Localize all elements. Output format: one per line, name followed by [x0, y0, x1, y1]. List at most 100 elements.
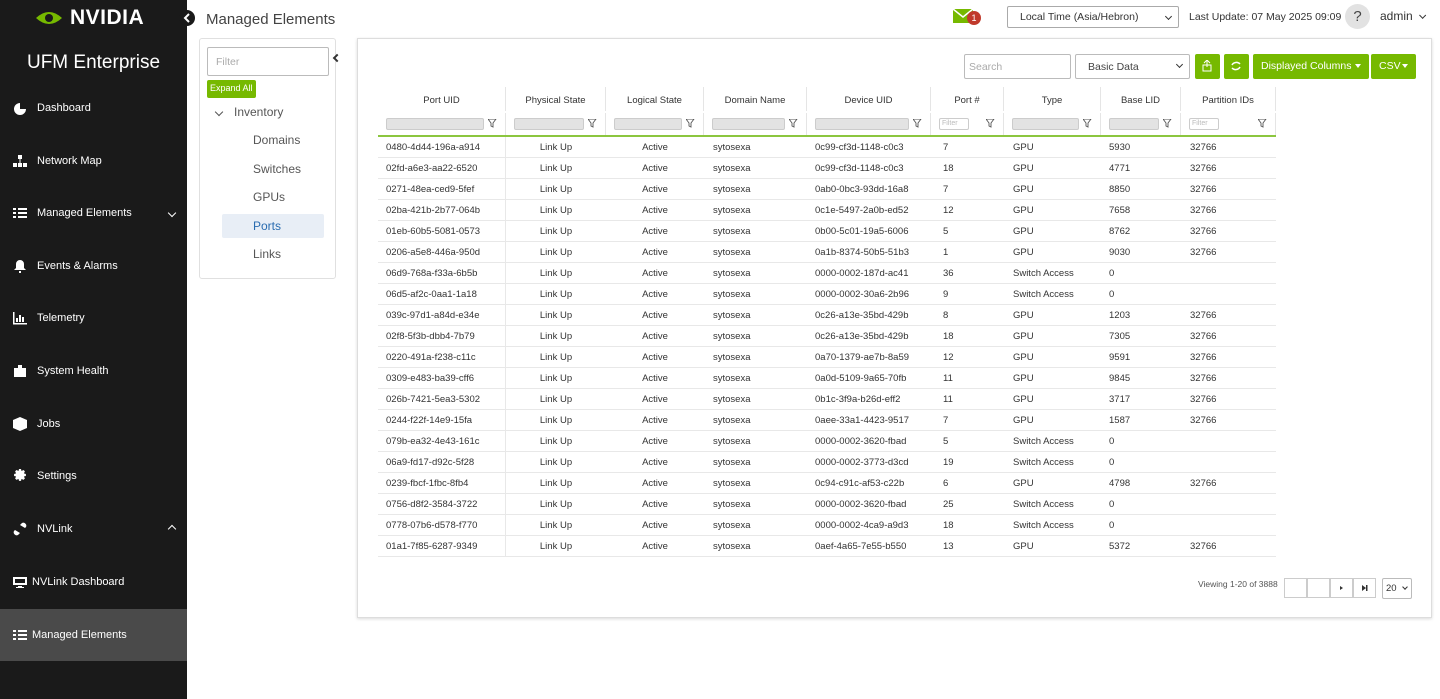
filter-icon[interactable] — [789, 119, 798, 128]
column-header[interactable]: Base LID — [1101, 87, 1181, 111]
table-row[interactable]: 02f8-5f3b-dbb4-7b79 Link Up Active sytosexa… — [378, 326, 1276, 347]
table-row[interactable]: 06d9-768a-f33a-6b5b Link Up Active sytosexa… — [378, 263, 1276, 284]
refresh-button[interactable] — [1224, 54, 1249, 79]
table-row[interactable]: 01a1-7f85-6287-9349 Link Up Active sytosexa… — [378, 536, 1276, 557]
table-cell: 5 — [943, 436, 949, 447]
table-cell: 0 — [1109, 289, 1115, 300]
expand-all-button[interactable]: Expand All — [207, 80, 256, 98]
column-header[interactable]: Logical State — [606, 87, 704, 111]
filter-icon[interactable] — [488, 119, 497, 128]
filter-input[interactable]: Filter — [939, 118, 969, 130]
nav-item[interactable]: Jobs — [0, 398, 187, 450]
tree-filter[interactable]: Filter — [207, 47, 329, 76]
tree-node[interactable]: Links — [253, 247, 282, 262]
table-cell: Link Up — [539, 520, 573, 531]
table-row[interactable]: 01eb-60b5-5081-0573 Link Up Active sytosexa… — [378, 221, 1276, 242]
filter-icon[interactable] — [1258, 119, 1267, 128]
nav-item[interactable]: Events & Alarms — [0, 240, 187, 292]
column-header[interactable]: Partition IDs — [1181, 87, 1276, 111]
tree-node[interactable]: Domains — [253, 133, 301, 147]
column-header[interactable]: Port UID — [378, 87, 506, 111]
filter-icon[interactable] — [686, 119, 695, 128]
brand-logo — [36, 12, 62, 24]
table-row[interactable]: 0309-e483-ba39-cff6 Link Up Active sytosexa… — [378, 368, 1276, 389]
table-row[interactable]: 039c-97d1-a84d-e34e Link Up Active sytosexa… — [378, 305, 1276, 326]
filter-icon[interactable] — [588, 119, 597, 128]
table-row[interactable]: 0756-d8f2-3584-3722 Link Up Active sytosexa… — [378, 494, 1276, 515]
table-cell: 32766 — [1190, 352, 1217, 363]
prev-page[interactable] — [1307, 578, 1330, 598]
displayed-columns-button[interactable]: Displayed Columns — [1253, 54, 1370, 79]
first-page[interactable] — [1284, 578, 1307, 598]
table-cell: Link Up — [539, 415, 573, 426]
table-cell: 5372 — [1109, 541, 1131, 552]
table-row[interactable]: 026b-7421-5ea3-5302 Link Up Active sytosexa… — [378, 389, 1276, 410]
export-icon-button[interactable] — [1195, 54, 1220, 79]
tree-node[interactable]: Switches — [253, 161, 302, 176]
filter-icon[interactable] — [1163, 119, 1172, 128]
view-select[interactable]: Basic Data — [1075, 54, 1190, 79]
filter-input[interactable] — [1109, 118, 1159, 130]
table-row[interactable]: 06a9-fd17-d92c-5f28 Link Up Active sytosexa… — [378, 452, 1276, 473]
nav-item[interactable]: System Health — [0, 345, 187, 397]
column-header[interactable]: Device UID — [807, 87, 931, 111]
filter-input[interactable] — [815, 118, 909, 130]
help-button[interactable]: ? — [1345, 4, 1370, 29]
filter-input[interactable] — [514, 118, 584, 130]
header-divider — [378, 135, 1276, 137]
table-cell: sytosexa — [713, 436, 751, 447]
table-cell: 3717 — [1109, 394, 1131, 405]
filter-input[interactable] — [1012, 118, 1079, 130]
filter-input[interactable] — [386, 118, 484, 130]
column-header[interactable]: Type — [1004, 87, 1101, 111]
table-row[interactable]: 02fd-a6e3-aa22-6520 Link Up Active sytosexa… — [378, 158, 1276, 179]
filter-input[interactable] — [712, 118, 785, 130]
nav-item[interactable]: Managed Elements — [0, 187, 187, 239]
filter-input[interactable]: Filter — [1189, 118, 1219, 130]
column-header[interactable]: Physical State — [506, 87, 606, 111]
filter-input[interactable] — [614, 118, 682, 130]
table-row[interactable]: 06d5-af2c-0aa1-1a18 Link Up Active sytosexa… — [378, 284, 1276, 305]
table-row[interactable]: 0206-a5e8-446a-950d Link Up Active sytosexa… — [378, 242, 1276, 263]
filter-icon[interactable] — [986, 119, 995, 128]
column-filter — [1004, 113, 1101, 135]
page-size-select[interactable]: 20 — [1382, 578, 1412, 599]
user-menu[interactable]: admin — [1380, 9, 1426, 23]
table-row[interactable]: 0778-07b6-d578-f770 Link Up Active sytosexa… — [378, 515, 1276, 536]
tree-node[interactable]: Ports — [222, 213, 324, 238]
filter-icon[interactable] — [913, 119, 922, 128]
table-row[interactable]: 0271-48ea-ced9-5fef Link Up Active sytosexa… — [378, 179, 1276, 200]
table-row[interactable]: 0220-491a-f238-c11c Link Up Active sytosexa… — [378, 347, 1276, 368]
table-cell: 0a1b-8374-50b5-51b3 — [815, 247, 910, 258]
table-cell: 0000-0002-3620-fbad — [815, 499, 907, 510]
tree-root[interactable]: Inventory — [214, 105, 283, 119]
nav-item[interactable]: Dashboard — [0, 82, 187, 134]
table-cell: Link Up — [539, 478, 573, 489]
next-page[interactable] — [1330, 578, 1353, 598]
last-page[interactable] — [1353, 578, 1376, 598]
column-filter — [1101, 113, 1181, 135]
table-row[interactable]: 02ba-421b-2b77-064b Link Up Active sytosexa… — [378, 200, 1276, 221]
nav-sub-item[interactable]: NVLink Dashboard — [0, 556, 187, 608]
timezone-select[interactable]: Local Time (Asia/Hebron) — [1007, 6, 1179, 28]
nav-sub-item[interactable]: Managed Elements — [0, 609, 187, 661]
sidebar-toggle[interactable] — [179, 10, 195, 26]
search-input[interactable]: Search — [964, 54, 1071, 79]
table-cell: Active — [642, 331, 668, 342]
column-header[interactable]: Port # — [931, 87, 1004, 111]
nav-item[interactable]: Settings — [0, 450, 187, 502]
nav-item[interactable]: Telemetry — [0, 292, 187, 344]
table-row[interactable]: 079b-ea32-4e43-161c Link Up Active sytosexa… — [378, 431, 1276, 452]
tree-node[interactable]: GPUs — [253, 190, 286, 205]
table-row[interactable]: 0239-fbcf-1fbc-8fb4 Link Up Active sytosexa… — [378, 473, 1276, 494]
csv-button[interactable]: CSV — [1371, 54, 1416, 79]
table-row[interactable]: 0480-4d44-196a-a914 Link Up Active sytosexa… — [378, 137, 1276, 158]
nav-item[interactable]: NVLink — [0, 503, 187, 555]
table-cell: 0aef-4a65-7e55-b550 — [815, 541, 907, 552]
column-header[interactable]: Domain Name — [704, 87, 807, 111]
table-cell: 5930 — [1109, 142, 1131, 153]
table-row[interactable]: 0244-f22f-14e9-15fa Link Up Active sytosexa… — [378, 410, 1276, 431]
filter-icon[interactable] — [1083, 119, 1092, 128]
table-cell: 1587 — [1109, 415, 1131, 426]
nav-item[interactable]: Network Map — [0, 135, 187, 187]
